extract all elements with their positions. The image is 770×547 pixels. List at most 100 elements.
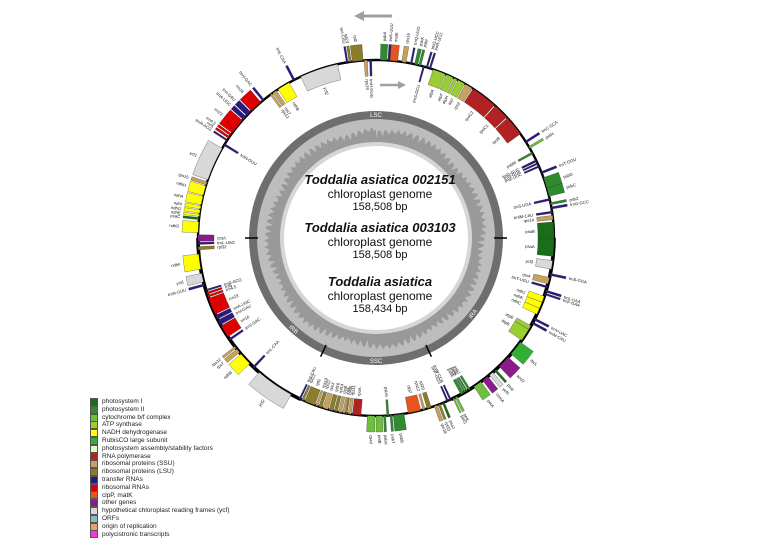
gene-label: rps7	[283, 106, 292, 116]
legend-label: RubisCO large subunit	[102, 436, 168, 444]
gene-label: rps18	[440, 423, 448, 435]
gene-label: rps16	[404, 32, 411, 44]
gene-label: atpF	[436, 92, 444, 102]
gene-block	[213, 130, 228, 142]
gene-label: rrn4.5	[225, 284, 238, 293]
legend-swatch	[90, 468, 98, 477]
gene-label: matK	[393, 32, 399, 42]
gene-block	[182, 254, 201, 273]
gene-block	[338, 396, 345, 413]
legend-item: RNA polymerase	[90, 452, 230, 461]
gene-label: psbI	[422, 39, 429, 48]
gene-block	[438, 403, 447, 420]
legend-label: ribosomal RNAs	[102, 483, 149, 491]
gene-labels: psbA trnK-UUU matK rps16 trnQ-UUGpsbKpsbItrn…	[167, 23, 589, 444]
gene-label: trnT-GGU	[558, 157, 577, 168]
gene-label: rpl23	[308, 373, 317, 384]
gene-block	[544, 293, 561, 301]
gene-block	[215, 127, 230, 139]
gene-block	[345, 397, 350, 414]
gene-block	[352, 398, 363, 416]
gene-label: trnT-UGU	[511, 274, 530, 284]
gene-label: rpl33	[444, 421, 452, 432]
gene-label: rpl23	[344, 34, 350, 45]
gene-block	[442, 384, 452, 401]
gene-block	[522, 162, 539, 172]
legend-item: ribosomal proteins (LSU)	[90, 468, 230, 477]
gene-label: psbJ	[453, 365, 462, 375]
region-label: IRA	[468, 309, 479, 321]
gene-label: trnN-GUU	[239, 153, 257, 167]
gene-label: ndhA	[173, 192, 184, 199]
gene-label: rps7	[216, 360, 226, 369]
gene-block	[269, 93, 282, 108]
gene-label: psbN	[383, 387, 389, 397]
legend-item: ATP synthase	[90, 421, 230, 430]
gene-block	[473, 381, 491, 401]
gene-block	[427, 69, 446, 90]
gene-label: rpoC1	[478, 123, 490, 135]
gene-label: ndhE	[171, 209, 182, 215]
gene-label: ycf2	[322, 87, 329, 97]
gene-label: psbE	[446, 367, 455, 378]
legend-label: other genes	[102, 499, 137, 507]
gene-block	[495, 117, 521, 144]
gene-block	[532, 273, 550, 285]
gene-block	[535, 258, 553, 270]
gene-block	[452, 397, 462, 414]
gene-block	[393, 413, 407, 432]
gene-block	[489, 372, 504, 388]
gene-block	[221, 346, 237, 359]
legend-swatch	[90, 499, 98, 508]
region-boundary	[319, 344, 327, 358]
gene-label: rps19	[364, 79, 370, 90]
gene-label: trnH-GUG	[369, 79, 375, 98]
gene-block	[228, 353, 250, 375]
gene-label: trnG-UCC	[430, 31, 440, 50]
legend-label: photosystem assembly/stability factors	[102, 444, 213, 452]
gene-label: rpl32	[217, 244, 227, 250]
legend-swatch	[90, 436, 98, 445]
legend-swatch	[90, 475, 98, 484]
gene-block	[375, 415, 384, 433]
gene-label: petD	[368, 435, 373, 444]
gene-block	[422, 391, 432, 409]
gene-label: rpoA	[356, 387, 362, 397]
gene-label: ndhJ	[516, 287, 526, 295]
gene-label: rrn5	[206, 120, 216, 129]
gene-label: ccsA	[217, 236, 226, 241]
gene-label: psbT	[390, 434, 396, 444]
gene-block	[230, 105, 247, 120]
gene-block	[198, 245, 215, 251]
gene-block	[418, 393, 426, 410]
gene-label: rrn16	[235, 84, 246, 95]
gene-label: ndhG	[171, 205, 182, 211]
gene-label: ndhF	[171, 262, 182, 268]
counterclockwise-arrow-head-icon	[398, 81, 406, 89]
gene-label: petA	[486, 398, 495, 408]
gene-label: trnK-UUU	[388, 23, 394, 41]
gene-label: rps12	[280, 108, 291, 120]
gene-block	[347, 397, 354, 415]
legend-swatch	[90, 507, 98, 516]
gene-block	[206, 287, 223, 295]
gene-label: psbA	[382, 31, 387, 41]
gene-block	[217, 124, 232, 136]
gene-block	[533, 317, 550, 328]
gene-label: trnF-GAA	[562, 298, 581, 308]
gene-label: rpoC2	[464, 110, 475, 123]
gene-label: petL	[462, 413, 470, 423]
gene-label: rpoB	[491, 136, 501, 146]
legend-item: other genes	[90, 499, 230, 508]
gene-block	[533, 198, 551, 205]
gene-label: petB	[377, 435, 382, 444]
genome-name: Toddalia asiatica 003103	[304, 220, 456, 235]
gene-block	[188, 283, 205, 291]
gene-label: trnL-CAA	[275, 47, 287, 65]
gene-label: rps2	[453, 100, 462, 110]
gene-label: trnI-CAU	[339, 27, 347, 44]
gene-label: trnE-UUC	[504, 172, 523, 184]
genome-size: 158,508 bp	[352, 201, 408, 213]
gene-block	[315, 390, 324, 407]
